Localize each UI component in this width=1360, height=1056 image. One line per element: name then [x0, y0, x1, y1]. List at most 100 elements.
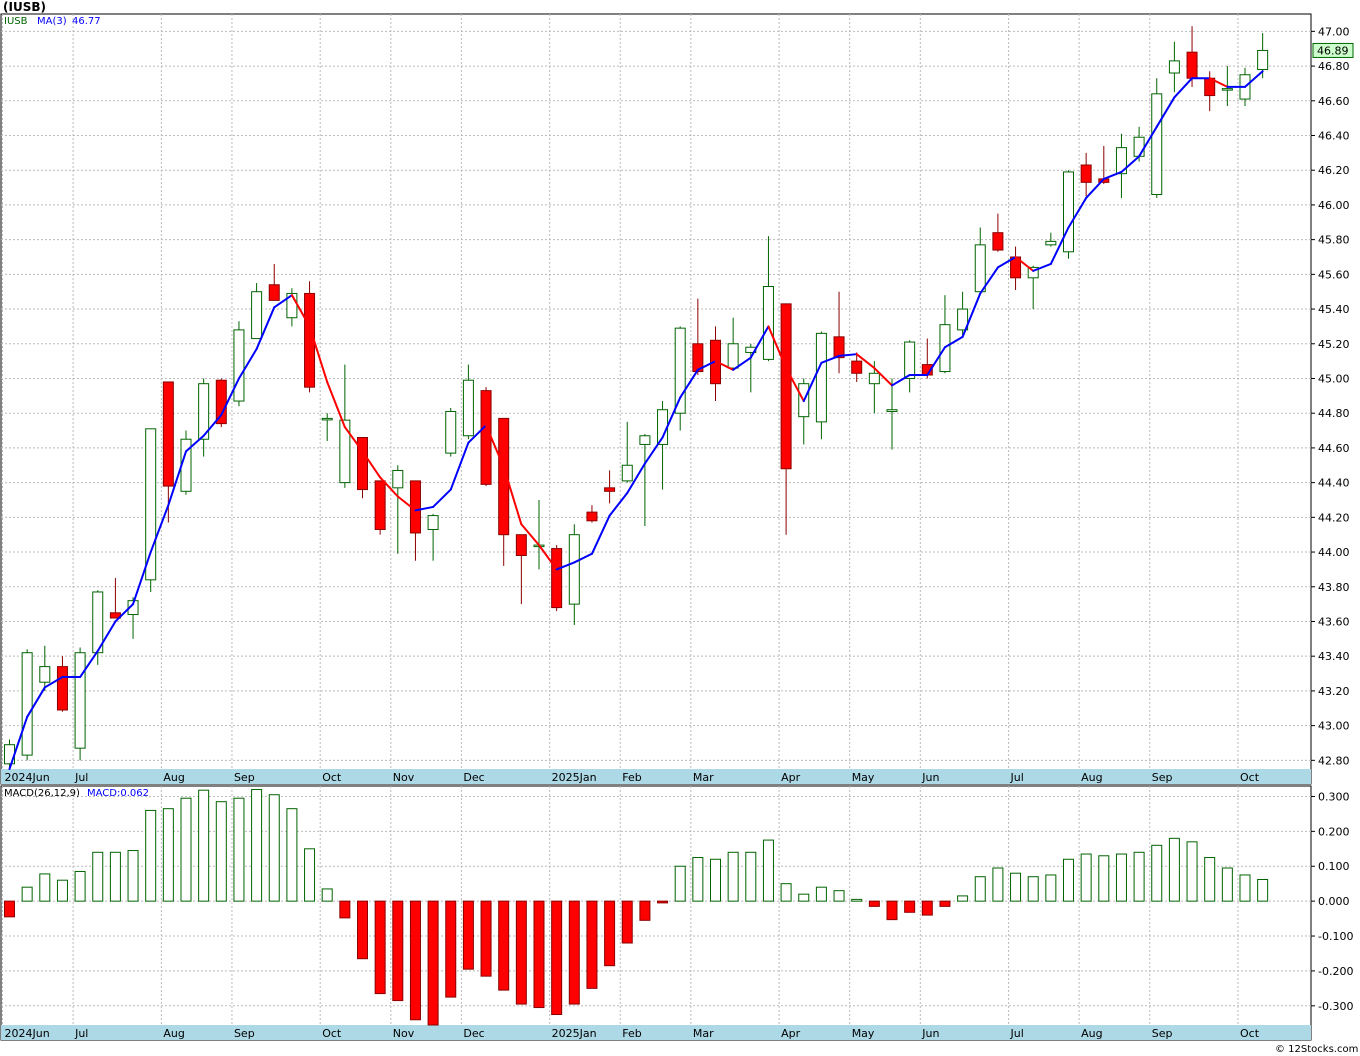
macd-bar-positive: [180, 797, 192, 902]
ma-segment: [679, 368, 699, 399]
macd-bar-negative: [921, 900, 933, 916]
macd-legend-value: MACD:0.062: [87, 788, 149, 799]
macd-bar-negative: [409, 900, 421, 1021]
macd-tick-label: 0.000: [1318, 895, 1350, 908]
macd-bar-negative: [427, 900, 439, 1026]
ma-segment: [943, 335, 964, 349]
candle: [868, 361, 880, 414]
candle-body-up: [815, 332, 827, 423]
ma-segment: [520, 523, 540, 547]
macd-bar-positive: [1045, 874, 1057, 902]
candle-body-down: [586, 511, 598, 522]
macd-bar-positive: [1168, 837, 1180, 902]
ma-segment: [290, 294, 311, 328]
macd-bar-positive: [1221, 867, 1233, 902]
macd-bar-positive: [710, 858, 721, 902]
price-month-label: Sep: [234, 771, 255, 784]
macd-bar-positive: [1010, 872, 1022, 902]
macd-bar-positive: [198, 789, 210, 902]
macd-month-label: Mar: [693, 1027, 714, 1040]
macd-bar-positive: [109, 851, 121, 902]
ma-segment: [1138, 125, 1158, 158]
macd-bar-negative: [939, 900, 951, 907]
macd-bar-positive: [1186, 841, 1198, 902]
ma-segment: [855, 353, 876, 370]
ma-segment: [979, 266, 999, 295]
candle: [992, 213, 1004, 252]
candle: [445, 407, 457, 457]
price-tick-label: 44.20: [1318, 511, 1350, 524]
price-month-label: Mar: [693, 771, 714, 784]
ma-segment: [838, 353, 858, 357]
ma-segment: [926, 346, 946, 377]
macd-bar-negative: [374, 900, 386, 995]
candle-body-up: [1045, 240, 1057, 246]
ma-segment: [1032, 262, 1052, 272]
candle: [498, 417, 510, 566]
ma-segment: [714, 360, 735, 371]
candle-body-down: [1186, 51, 1198, 79]
price-tick-label: 44.60: [1318, 442, 1350, 455]
ma-segment: [626, 462, 646, 495]
candle: [621, 421, 633, 483]
candle: [1168, 41, 1180, 93]
ma-segment: [573, 552, 593, 564]
ma-segment: [449, 441, 470, 491]
macd-bar-negative: [568, 900, 580, 1005]
ma-segment: [26, 686, 46, 718]
price-tick-label: 43.20: [1318, 685, 1350, 698]
candle: [586, 505, 598, 523]
ma-segment: [961, 292, 982, 338]
candle-body-up: [621, 464, 633, 482]
price-month-label: Jul: [1010, 771, 1024, 784]
macd-bars: [4, 788, 1269, 1026]
candle-body-up: [1221, 88, 1233, 91]
price-tick-label: 44.40: [1318, 477, 1350, 490]
ma-segment: [1120, 155, 1141, 173]
price-month-label: Apr: [781, 771, 801, 784]
macd-bar-positive: [1115, 853, 1127, 902]
price-tick-label: 45.00: [1318, 372, 1350, 385]
macd-bar-negative: [392, 900, 404, 1002]
legend-ma-label: MA(3): [37, 16, 67, 27]
candle-body-up: [251, 291, 263, 340]
ma-segment: [132, 551, 152, 606]
ma-segment: [255, 306, 276, 350]
candle-body-up: [957, 308, 969, 331]
candle: [251, 283, 263, 340]
ma-segment: [785, 367, 805, 403]
macd-bar-positive: [692, 857, 704, 902]
candle-body-up: [904, 341, 916, 379]
macd-bar-negative: [480, 900, 492, 977]
macd-month-label: Dec: [463, 1027, 484, 1040]
macd-month-label: Aug: [1081, 1027, 1102, 1040]
macd-bar-negative: [339, 900, 351, 919]
price-month-label: Jun: [921, 771, 939, 784]
candle-body-down: [162, 381, 174, 487]
macd-bar-positive: [1080, 853, 1092, 902]
candle: [762, 236, 774, 362]
ma-segment: [1085, 177, 1105, 199]
macd-bar-positive: [974, 876, 986, 902]
ma-segment: [432, 488, 452, 508]
ma-segment: [1067, 196, 1088, 229]
price-tick-label: 42.80: [1318, 754, 1350, 767]
legend-symbol: IUSB: [4, 16, 28, 27]
price-month-label: May: [852, 771, 875, 784]
macd-bar-positive: [162, 808, 174, 902]
candle: [162, 381, 174, 523]
macd-month-label: Jul: [1010, 1027, 1024, 1040]
ma-segment: [802, 361, 823, 403]
candle-body-up: [1151, 93, 1163, 196]
candle-body-up: [462, 379, 474, 437]
macd-bar-negative: [657, 900, 669, 904]
candle-body-down: [56, 666, 68, 711]
ma-segment: [608, 492, 629, 517]
candle: [815, 331, 827, 440]
ma-segment: [732, 356, 752, 371]
candle-body-up: [639, 435, 651, 445]
candle-body-up: [21, 652, 33, 756]
macd-tick-label: 0.100: [1318, 860, 1350, 873]
macd-month-axis-band: [1, 1025, 1311, 1040]
ma-segment: [273, 294, 293, 309]
